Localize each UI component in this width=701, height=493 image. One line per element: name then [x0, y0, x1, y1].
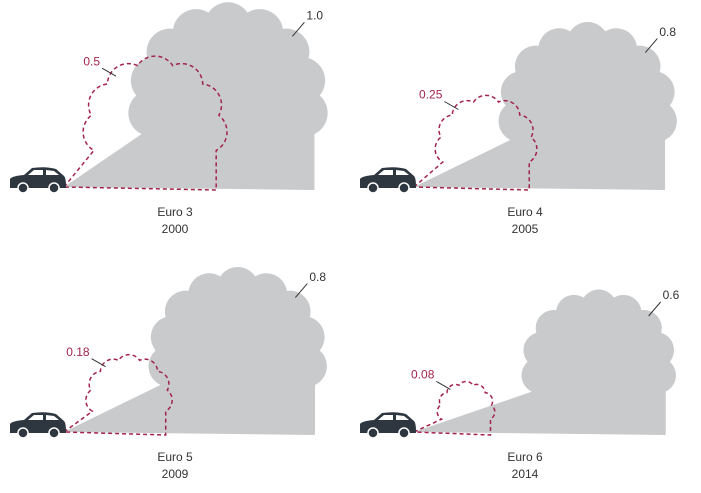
panel-title: Euro 3	[157, 205, 193, 219]
panel-year: 2009	[162, 467, 189, 481]
wheel	[368, 428, 378, 438]
value-label: 0.25	[419, 88, 443, 102]
wheel	[49, 183, 59, 193]
leader-line	[102, 68, 116, 76]
wheel	[49, 428, 59, 438]
panel-title: Euro 5	[157, 450, 193, 464]
panel-year: 2014	[512, 467, 539, 481]
value-label: 0.8	[309, 270, 326, 284]
leader-line	[436, 381, 450, 389]
panel-year: 2005	[512, 222, 539, 236]
value-label: 0.8	[659, 25, 676, 39]
wheel	[18, 183, 28, 193]
value-label: 1.0	[306, 9, 323, 23]
value-label: 0.5	[83, 54, 100, 68]
wheel	[399, 428, 409, 438]
wheel	[18, 428, 28, 438]
emission-cloud	[414, 22, 677, 190]
panel-title: Euro 6	[507, 450, 543, 464]
wheel	[399, 183, 409, 193]
wheel	[368, 183, 378, 193]
panel-year: 2000	[162, 222, 189, 236]
emission-cloud	[64, 2, 328, 190]
emission-cloud	[414, 290, 676, 435]
value-label: 0.08	[411, 368, 435, 382]
infographic: 1.0 0.5 Euro 3 2000 0.8 0.25 Euro 4 2005 0.8 0.18…	[0, 0, 701, 493]
panel-title: Euro 4	[507, 205, 543, 219]
value-label: 0.6	[663, 288, 680, 302]
value-label: 0.18	[66, 345, 90, 359]
emission-cloud	[64, 267, 327, 435]
